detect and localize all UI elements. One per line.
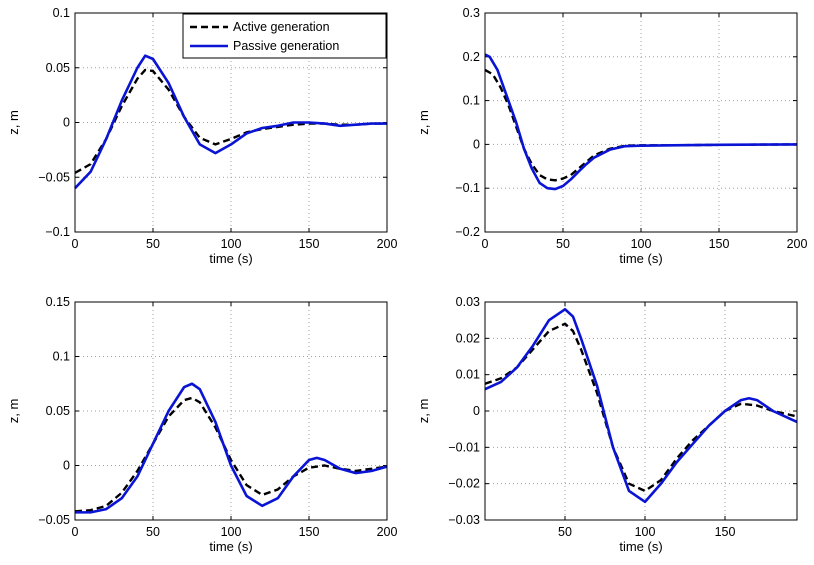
y-tick-label: 0.1 xyxy=(463,94,480,108)
x-tick-label: 0 xyxy=(482,237,489,251)
y-tick-label: 0.1 xyxy=(53,350,70,364)
subplot-4: 50 100 150 −0.03 −0.02 −0.01 0 0.01 0.02 0.03 time… xyxy=(416,295,798,554)
x-tick-label: 50 xyxy=(146,237,160,251)
axes-frame xyxy=(484,12,798,233)
legend-label: Active generation xyxy=(233,20,330,34)
y-tick-label: 0.3 xyxy=(463,6,480,20)
series-passive-generation xyxy=(75,382,388,514)
y-tick-label: 0.15 xyxy=(46,295,70,309)
x-tick-label: 200 xyxy=(377,525,398,539)
series-active-generation xyxy=(484,322,798,493)
legend-box xyxy=(182,13,387,59)
y-tick-label: 0.02 xyxy=(456,331,480,345)
y-tick-label: 0.1 xyxy=(53,6,70,20)
x-tick-label: 150 xyxy=(299,237,320,251)
y-tick-label: 0 xyxy=(63,116,70,130)
x-axis-label: time (s) xyxy=(619,251,662,266)
x-tick-label: 200 xyxy=(787,237,808,251)
y-axis-label: z, m xyxy=(416,399,431,424)
x-tick-label: 100 xyxy=(631,237,652,251)
series-passive-generation xyxy=(74,54,387,190)
x-tick-label: 150 xyxy=(709,237,730,251)
subplot-2: 0 50 100 150 200 −0.2 −0.1 0 0.1 0.2 0.3 time (s) z,… xyxy=(416,6,807,266)
legend-label: Passive generation xyxy=(233,39,339,53)
y-axis-label: z, m xyxy=(416,110,431,135)
x-tick-label: 150 xyxy=(299,525,320,539)
axes-frame xyxy=(484,301,798,521)
y-tick-label: 0.2 xyxy=(463,50,480,64)
x-axis-label: time (s) xyxy=(619,539,662,554)
y-tick-label: 0.05 xyxy=(46,61,70,75)
legend: Active generation Passive generation xyxy=(182,13,387,59)
y-tick-label: −0.1 xyxy=(45,225,70,239)
y-tick-label: −0.03 xyxy=(448,513,480,527)
series-active-generation xyxy=(484,68,798,182)
y-axis-label: z, m xyxy=(6,110,21,135)
y-tick-label: −0.1 xyxy=(455,181,480,195)
y-axis-label: z, m xyxy=(6,399,21,424)
x-tick-label: 0 xyxy=(72,525,79,539)
x-tick-label: 100 xyxy=(221,525,242,539)
x-tick-label: 50 xyxy=(558,525,572,539)
subplot-1: 0 50 100 150 200 −0.1 −0.05 0 0.05 0.1 time (s) z, … xyxy=(6,6,397,266)
y-tick-label: 0 xyxy=(63,459,70,473)
series-passive-generation xyxy=(484,307,798,504)
axes-frame xyxy=(74,12,388,233)
x-axis-label: time (s) xyxy=(209,251,252,266)
series-passive-generation xyxy=(484,53,798,191)
y-tick-label: 0.01 xyxy=(456,368,480,382)
y-tick-label: −0.05 xyxy=(38,513,70,527)
x-axis-label: time (s) xyxy=(209,539,252,554)
y-tick-label: 0 xyxy=(473,137,480,151)
x-tick-label: 100 xyxy=(635,525,656,539)
x-tick-label: 50 xyxy=(556,237,570,251)
y-tick-label: −0.01 xyxy=(448,440,480,454)
y-tick-label: 0 xyxy=(473,404,480,418)
y-tick-label: −0.05 xyxy=(38,170,70,184)
x-tick-label: 50 xyxy=(146,525,160,539)
axes-frame xyxy=(74,301,388,521)
x-tick-label: 150 xyxy=(715,525,736,539)
y-tick-label: −0.02 xyxy=(448,477,480,491)
y-tick-label: 0.05 xyxy=(46,404,70,418)
x-tick-label: 100 xyxy=(221,237,242,251)
x-tick-label: 200 xyxy=(377,237,398,251)
y-tick-label: −0.2 xyxy=(455,225,480,239)
x-tick-label: 0 xyxy=(72,237,79,251)
y-tick-label: 0.03 xyxy=(456,295,480,309)
